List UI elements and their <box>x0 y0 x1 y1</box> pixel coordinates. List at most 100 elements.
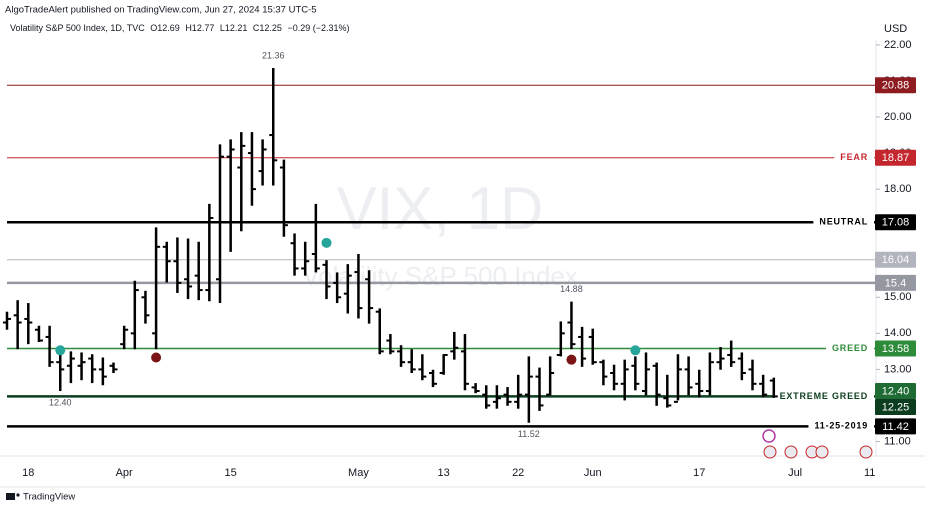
ohlc-bar <box>716 347 725 370</box>
ohlc-bar <box>98 357 107 386</box>
ohlc-bar <box>460 334 469 391</box>
ohlc-bar <box>503 387 512 406</box>
price-box <box>875 149 916 166</box>
currency: USD <box>884 23 907 35</box>
ohlc-bar <box>492 385 501 409</box>
change: −0.29 (−2.31%) <box>287 23 349 33</box>
ohlc-bar <box>13 300 22 350</box>
ohlc-bar <box>642 352 650 396</box>
x-tick-label: 22 <box>512 467 524 479</box>
ohlc-bar <box>588 328 597 365</box>
ohlc-bar <box>418 354 427 381</box>
ohlc-bar <box>279 159 288 237</box>
signal-dot <box>566 354 577 365</box>
x-tick-label: 17 <box>693 467 705 479</box>
logo-dot <box>16 493 20 497</box>
x-tick-label: 13 <box>438 467 450 479</box>
plot: FEAR NEUTRAL GREED EXTREME GREED 11-25-2019 2… <box>3 50 876 439</box>
ohlc-bar <box>620 359 629 401</box>
footer: TradingView <box>23 492 75 503</box>
ohlc-bar <box>343 264 352 314</box>
ohlc-bar <box>205 203 214 302</box>
level-name-bg <box>813 216 874 229</box>
ohlc-bar <box>130 280 139 350</box>
ohlc-bar <box>514 374 523 409</box>
publisher: AlgoTradeAlert published on TradingView.… <box>5 5 317 16</box>
ohlc-bar <box>375 308 384 355</box>
ohlc-bar <box>439 353 448 375</box>
level-name: GREED <box>832 343 868 353</box>
price-box-label: 12.25 <box>882 401 910 413</box>
ohlc-bar <box>66 351 75 384</box>
signal-dot <box>630 345 641 356</box>
ohlc-bar <box>471 383 480 394</box>
level-name-bg <box>834 151 874 164</box>
ohlc-bar <box>24 303 33 345</box>
price-box-label: 15.4 <box>885 277 906 289</box>
ohlc-bar <box>258 139 267 186</box>
ohlc-bar <box>705 352 714 396</box>
level-name-bg <box>808 420 874 433</box>
ohlc-bar <box>237 132 246 232</box>
ohlc: H12.77 <box>185 23 214 33</box>
legend-line: Volatility S&P 500 Index, 1D, TVC O12.69… <box>10 23 350 33</box>
event-icon <box>763 445 777 459</box>
price-box <box>875 77 916 94</box>
ohlc-bar <box>216 144 224 304</box>
ohlc-bar <box>194 241 203 301</box>
signal-dot <box>321 237 332 248</box>
price-box-label: 17.08 <box>882 217 910 229</box>
ohlc-bar <box>152 227 161 350</box>
price-box <box>875 340 916 357</box>
logo-mark <box>6 493 15 500</box>
ohlc-bar <box>226 139 235 252</box>
event-icon <box>815 445 829 459</box>
event-icon <box>762 429 776 443</box>
event-icon <box>859 445 873 459</box>
ohlc-bar <box>354 254 363 319</box>
ohlc-bar <box>652 362 661 406</box>
price-box-label: 16.04 <box>882 254 910 266</box>
peak-label: 14.88 <box>560 284 583 294</box>
level-name: 11-25-2019 <box>814 421 868 431</box>
ohlc-bar <box>311 203 320 273</box>
price-box <box>875 418 916 435</box>
y-tick-label: 18.00 <box>884 183 912 195</box>
ohlc: O12.69 <box>150 23 180 33</box>
ohlc: L12.21 <box>220 23 248 33</box>
price-box-label: 18.87 <box>882 152 910 164</box>
ohlc-bar <box>34 325 43 342</box>
signal-dot <box>55 345 66 356</box>
ohlc-bar <box>386 334 395 355</box>
y-tick-label: 22.00 <box>884 39 912 51</box>
level-name-bg <box>773 390 874 403</box>
ohlc-bar <box>556 321 565 357</box>
ohlc: C12.25 <box>253 23 282 33</box>
y-tick-label: 20.00 <box>884 111 912 123</box>
ohlc-bar <box>184 238 193 300</box>
ohlc-bar <box>88 354 97 384</box>
ohlc-bar <box>524 356 533 423</box>
x-tick-label: Jun <box>584 467 602 479</box>
watermark-description: Volatility S&P 500 Index <box>302 261 578 291</box>
ohlc-bar <box>429 369 437 388</box>
ohlc-bar <box>769 377 778 398</box>
event-icons <box>762 429 873 459</box>
event-icon <box>784 445 798 459</box>
price-box <box>875 274 916 291</box>
level-name-bg <box>825 342 874 355</box>
ohlc-bar <box>610 364 619 391</box>
ohlc-bar <box>450 331 459 360</box>
ohlc-bar <box>684 356 693 396</box>
ohlc-bar <box>407 349 416 373</box>
price-box <box>875 251 916 268</box>
ohlc-bar <box>247 132 256 206</box>
ohlc-bar <box>45 325 54 367</box>
tv-logo <box>6 493 20 500</box>
ohlc-bar <box>673 354 682 403</box>
x-tick-label: Apr <box>116 467 133 479</box>
ohlc-bar <box>759 374 768 398</box>
ohlc-bar <box>599 359 608 386</box>
y-tick-label: 11.00 <box>884 435 911 447</box>
